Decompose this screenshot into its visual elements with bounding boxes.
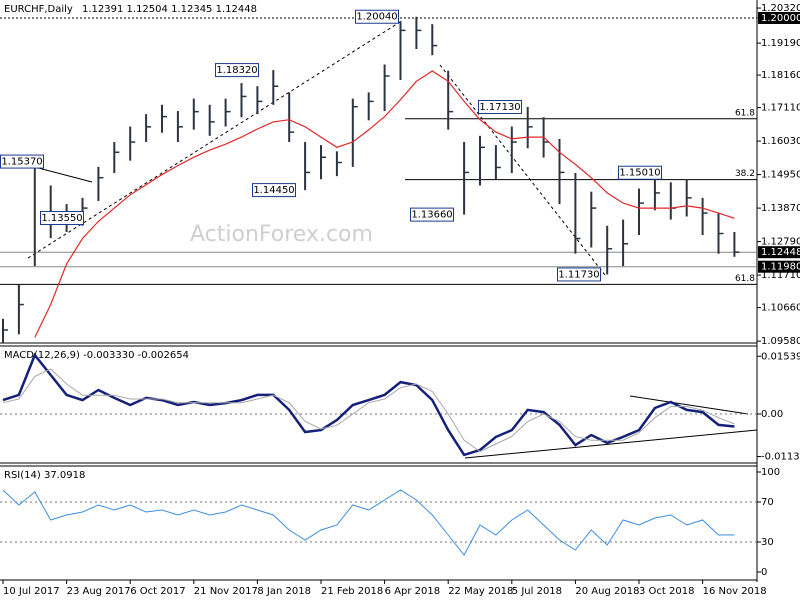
annotation-box (252, 183, 296, 198)
y-tick-label: 1.12790 (761, 237, 800, 248)
y-tick-label: 1.14950 (761, 170, 800, 181)
x-tick-label: 5 Jul 2018 (512, 586, 562, 597)
y-tick-label: 70 (761, 497, 774, 508)
trend-line (439, 64, 606, 276)
y-tick-label: 100 (761, 467, 780, 478)
y-tick-label: 0.015394 (761, 351, 800, 362)
x-tick-label: 22 May 2018 (448, 586, 513, 597)
price-label-box (758, 260, 800, 273)
x-tick-label: 16 Nov 2018 (703, 586, 767, 597)
annotation-box (355, 9, 399, 24)
annotation-label: 1.15370 (1, 157, 42, 168)
annotation-box (40, 211, 84, 226)
x-tick-label: 6 Apr 2018 (385, 586, 440, 597)
y-tick-label: 1.19190 (761, 38, 800, 49)
trend-line (464, 429, 758, 459)
fib-label: 38.2 (735, 169, 755, 179)
quote: 1.12391 1.12504 1.12345 1.12448 (82, 4, 257, 15)
annotation-label: 1.20040 (356, 12, 397, 23)
chart-title: EURCHF,Daily (4, 4, 73, 15)
y-tick-label: 1.16030 (761, 136, 800, 147)
series-line (2, 489, 735, 556)
annotation-label: 1.14450 (253, 185, 294, 196)
x-tick-label: 20 Aug 2018 (575, 586, 639, 597)
annotation-label: 1.18320 (216, 65, 257, 76)
macd-title: MACD(12,26,9) -0.003330 -0.002654 (4, 350, 189, 361)
annotation-box (478, 99, 522, 114)
x-tick-label: 23 Aug 2017 (67, 586, 131, 597)
y-tick-label: 1.17110 (761, 103, 800, 114)
annotation-label: 1.15010 (619, 168, 660, 179)
y-tick-label: 1.20320 (761, 3, 800, 14)
price-label: 1.20000 (761, 13, 800, 24)
y-tick-label: 1.11710 (761, 270, 800, 281)
y-tick-label: 1.18160 (761, 70, 800, 81)
y-tick-label: 1.13870 (761, 203, 800, 214)
x-tick-label: 21 Feb 2018 (321, 586, 383, 597)
price-label-box (758, 246, 800, 259)
y-tick-label: 30 (761, 537, 774, 548)
x-tick-label: 21 Nov 2017 (194, 586, 258, 597)
watermark: ActionForex.com (190, 222, 373, 247)
annotation-box (0, 154, 44, 169)
y-tick-label: 1.09580 (761, 336, 800, 347)
annotation-box (618, 165, 662, 180)
y-tick-label: 0.00 (761, 409, 783, 420)
annotation-label: 1.11730 (558, 269, 599, 280)
price-label-box (758, 11, 800, 24)
annotation-box (215, 63, 259, 78)
trend-line (629, 395, 749, 415)
price-label: 1.12448 (761, 247, 800, 258)
y-tick-label: 0 (761, 567, 767, 578)
annotation-label: 1.17130 (479, 102, 520, 113)
moving-average (34, 70, 735, 338)
price-label: 1.11980 (761, 262, 800, 273)
annotation-box (410, 207, 454, 222)
series-line (2, 352, 735, 457)
fib-label: 61.8 (735, 108, 755, 118)
x-tick-label: 8 Jan 2018 (257, 586, 311, 597)
x-tick-label: 6 Oct 2017 (130, 586, 185, 597)
trend-line (27, 21, 401, 259)
x-tick-label: 10 Jul 2017 (3, 586, 60, 597)
y-tick-label: -0.011352 (761, 452, 800, 463)
annotation-label: 1.13550 (41, 213, 82, 224)
rsi-title: RSI(14) 37.0918 (4, 470, 85, 481)
annotation-box (557, 267, 601, 282)
y-tick-label: 1.10660 (761, 303, 800, 314)
annotation-label: 1.13660 (411, 210, 452, 221)
fib-label: 61.8 (735, 274, 755, 284)
x-tick-label: 3 Oct 2018 (639, 586, 694, 597)
series-line (2, 368, 735, 453)
